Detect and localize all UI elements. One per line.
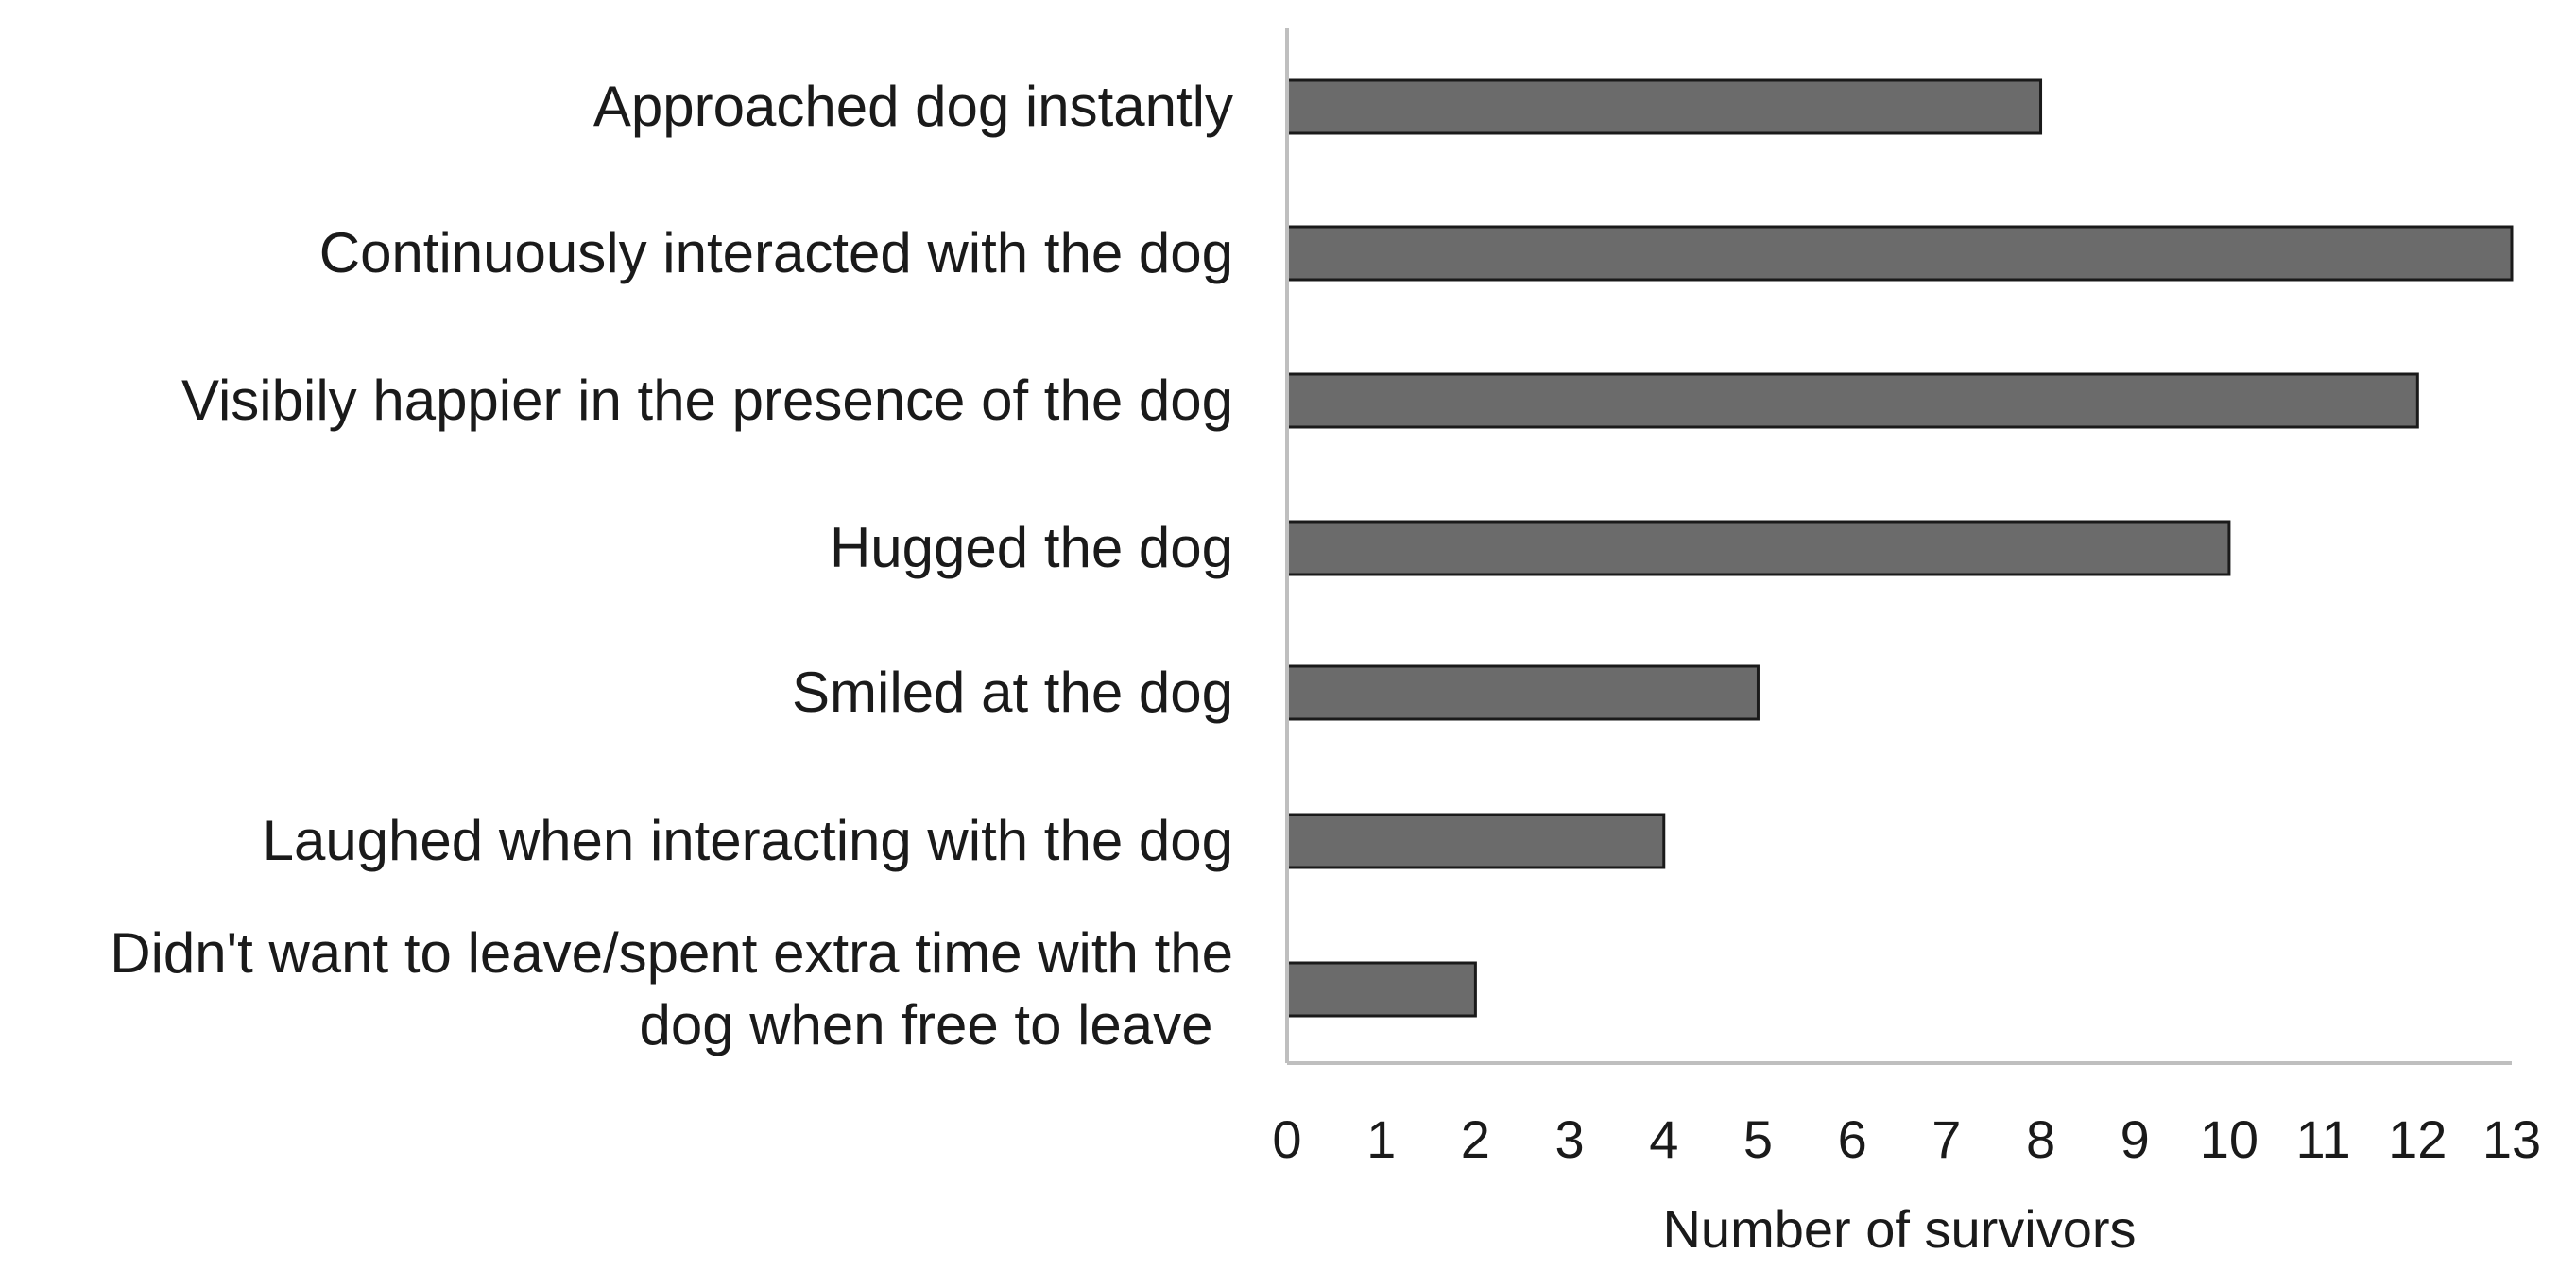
x-tick-labels: 0 1 2 3 4 5 6 7 8 9 10 11 12 13 <box>1272 1109 2541 1169</box>
x-tick-label: 2 <box>1461 1109 1490 1169</box>
category-label-line: Didn't want to leave/spent extra time wi… <box>110 921 1233 985</box>
x-tick-label: 0 <box>1272 1109 1301 1169</box>
bar <box>1285 664 1760 721</box>
bar <box>1285 78 2043 135</box>
bars <box>1285 78 2514 1018</box>
category-label: Smiled at the dog <box>792 661 1233 724</box>
category-label: Hugged the dog <box>830 516 1233 579</box>
x-tick-label: 1 <box>1366 1109 1396 1169</box>
x-tick-label: 11 <box>2296 1109 2351 1169</box>
bar <box>1285 961 1477 1018</box>
x-tick-label: 5 <box>1743 1109 1773 1169</box>
bar <box>1285 225 2514 282</box>
bar <box>1285 372 2419 429</box>
x-tick-label: 12 <box>2388 1109 2447 1169</box>
x-tick-label: 8 <box>2026 1109 2055 1169</box>
axes <box>1285 28 2512 1065</box>
x-tick-label: 9 <box>2121 1109 2150 1169</box>
x-tick-label: 10 <box>2200 1109 2258 1169</box>
x-tick-label: 13 <box>2482 1109 2541 1169</box>
category-labels: Approached dog instantly Continuously int… <box>110 75 1233 1056</box>
category-label: Approached dog instantly <box>593 75 1233 138</box>
bar <box>1285 813 1666 869</box>
x-tick-label: 6 <box>1838 1109 1867 1169</box>
x-tick-label: 3 <box>1554 1109 1584 1169</box>
x-tick-label: 7 <box>1932 1109 1961 1169</box>
category-label-line: dog when free to leave <box>639 993 1212 1056</box>
category-label: Didn't want to leave/spent extra time wi… <box>110 921 1233 1056</box>
category-label: Visibily happier in the presence of the … <box>181 369 1233 432</box>
category-label: Continuously interacted with the dog <box>319 221 1233 284</box>
x-axis-title: Number of survivors <box>1662 1199 2136 1259</box>
bar <box>1285 520 2231 576</box>
x-tick-label: 4 <box>1649 1109 1678 1169</box>
category-label: Laughed when interacting with the dog <box>263 809 1233 872</box>
